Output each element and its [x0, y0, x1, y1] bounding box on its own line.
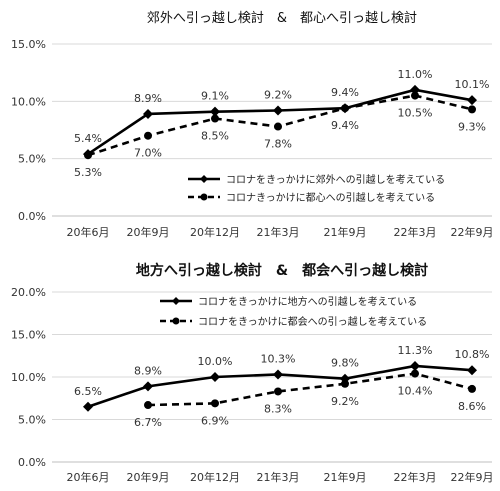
- data-label: 6.7%: [134, 416, 162, 429]
- data-label: 8.5%: [201, 130, 229, 143]
- data-label: 5.4%: [74, 132, 102, 145]
- data-point: [83, 401, 93, 412]
- data-point: [273, 105, 283, 116]
- data-label: 10.3%: [261, 352, 296, 365]
- data-label: 10.4%: [398, 385, 433, 398]
- legend: コロナをきっかけに地方への引越しを考えているコロナをきっかけに都会への引っ越しを…: [160, 295, 427, 328]
- x-tick-label: 22年9月: [451, 470, 494, 484]
- data-label: 9.4%: [331, 119, 359, 132]
- data-point: [410, 360, 420, 371]
- data-point: [411, 369, 419, 378]
- data-label: 9.8%: [331, 357, 359, 370]
- series-2: 6.7% 6.9% 8.3% 9.2% 10.4% 8.6%: [134, 369, 486, 429]
- data-label: 9.2%: [331, 395, 359, 408]
- data-point: [410, 84, 420, 95]
- data-label: 10.0%: [198, 355, 233, 368]
- chart-title: 地方へ引っ越し検討 & 都会へ引っ越し検討: [136, 262, 428, 279]
- x-tick-label: 20年6月: [67, 470, 110, 484]
- data-point: [411, 91, 419, 100]
- legend-label: コロナをきっかけに地方への引越しを考えている: [198, 295, 417, 308]
- legend-label: コロナきっかけに都心への引越しを考えている: [226, 191, 435, 204]
- data-point: [273, 369, 283, 380]
- y-tick-label: 10.0%: [11, 95, 46, 108]
- y-tick-label: 20.0%: [11, 286, 46, 299]
- legend-label: コロナをきっかけに都会への引っ越しを考えている: [198, 315, 427, 328]
- data-point: [144, 401, 152, 410]
- x-tick-label: 22年3月: [394, 470, 437, 484]
- data-label: 9.4%: [331, 86, 359, 99]
- data-label: 5.3%: [74, 166, 102, 179]
- data-label: 9.2%: [264, 89, 292, 102]
- y-tick-label: 5.0%: [18, 414, 46, 427]
- y-tick-label: 5.0%: [18, 153, 46, 166]
- data-label: 11.0%: [398, 68, 433, 81]
- data-point: [341, 104, 349, 113]
- data-label: 9.3%: [458, 120, 486, 133]
- data-label: 7.8%: [264, 138, 292, 151]
- series-2: 5.3% 7.0% 8.5% 7.8% 9.4% 10.5% 9.3%: [74, 91, 486, 179]
- data-label: 10.1%: [455, 78, 490, 91]
- x-tick-label: 21年9月: [324, 225, 367, 239]
- legend-label: コロナをきっかけに郊外への引越しを考えている: [226, 173, 445, 186]
- x-tick-label: 20年12月: [190, 470, 240, 484]
- y-tick-label: 10.0%: [11, 371, 46, 384]
- data-point: [468, 384, 476, 393]
- data-point: [211, 114, 219, 123]
- data-point: [467, 365, 477, 376]
- data-label: 6.5%: [74, 385, 102, 398]
- x-tick-label: 20年9月: [127, 470, 170, 484]
- x-tick-label: 20年6月: [67, 225, 110, 239]
- x-tick-label: 21年9月: [324, 470, 367, 484]
- legend-marker: [172, 317, 180, 325]
- series-line: [147, 372, 473, 407]
- data-point: [468, 105, 476, 114]
- data-point: [211, 399, 219, 408]
- data-point: [274, 122, 282, 131]
- data-point: [143, 381, 153, 392]
- x-tick-label: 21年3月: [257, 225, 300, 239]
- y-tick-label: 0.0%: [18, 456, 46, 469]
- x-tick-label: 22年9月: [451, 225, 494, 239]
- data-point: [210, 372, 220, 382]
- data-label: 8.3%: [264, 402, 292, 415]
- data-label: 10.5%: [398, 107, 433, 120]
- data-label: 8.9%: [134, 364, 162, 377]
- chart-1: 郊外へ引っ越し検討 & 都心へ引っ越し検討 0.0% 5.0% 10.0% 15.0% 2…: [11, 10, 493, 239]
- x-tick-label: 20年9月: [127, 225, 170, 239]
- legend-marker: [172, 297, 180, 305]
- chart-title: 郊外へ引っ越し検討 & 都心へ引っ越し検討: [147, 10, 417, 26]
- series-1: 6.5% 8.9% 10.0% 10.3% 9.8% 11.3% 10.8%: [74, 344, 489, 412]
- y-tick-label: 15.0%: [11, 38, 46, 51]
- x-tick-label: 20年12月: [190, 225, 240, 239]
- data-label: 10.8%: [455, 348, 490, 361]
- legend: コロナをきっかけに郊外への引越しを考えているコロナきっかけに都心への引越しを考え…: [188, 173, 445, 204]
- data-point: [467, 95, 477, 106]
- data-point: [274, 387, 282, 396]
- chart-2: 地方へ引っ越し検討 & 都会へ引っ越し検討 0.0% 5.0% 10.0% 15.0% 2…: [11, 262, 493, 484]
- data-point: [143, 108, 153, 119]
- x-tick-label: 22年3月: [394, 225, 437, 239]
- data-point: [144, 131, 152, 140]
- data-point: [210, 106, 220, 117]
- data-label: 6.9%: [201, 414, 229, 427]
- data-label: 7.0%: [134, 147, 162, 160]
- data-point: [84, 151, 92, 160]
- legend-marker: [200, 193, 208, 201]
- y-tick-label: 15.0%: [11, 329, 46, 342]
- data-label: 8.6%: [458, 400, 486, 413]
- x-tick-label: 21年3月: [257, 470, 300, 484]
- data-label: 8.9%: [134, 92, 162, 105]
- data-label: 11.3%: [398, 344, 433, 357]
- legend-marker: [200, 175, 208, 183]
- y-tick-label: 0.0%: [18, 210, 46, 223]
- data-point: [341, 379, 349, 388]
- data-label: 9.1%: [201, 90, 229, 103]
